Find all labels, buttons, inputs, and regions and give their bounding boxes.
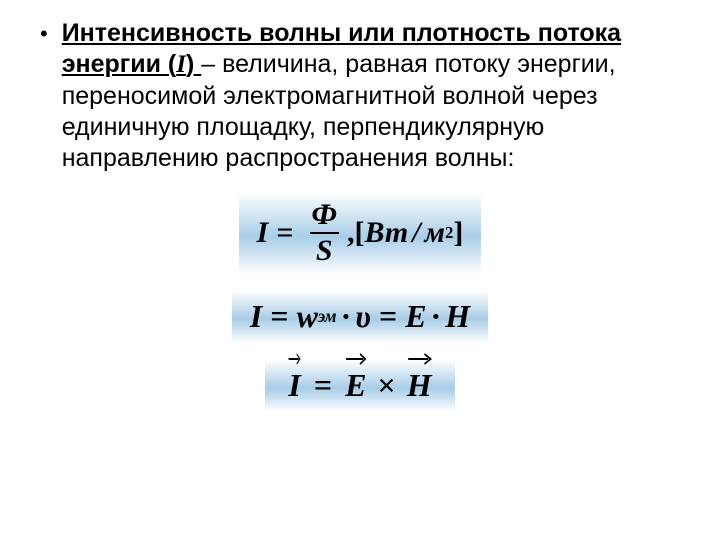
f1-unit-wt: Вт xyxy=(364,216,408,250)
f3-H: H xyxy=(407,367,432,403)
f3-times: × xyxy=(377,367,395,404)
arrow-icon xyxy=(288,353,300,365)
f2-H: H xyxy=(445,298,470,335)
f2-sub: эм xyxy=(318,306,337,327)
definition-text: Интенсивность волны или плотность потока… xyxy=(62,18,690,174)
arrow-icon xyxy=(407,353,432,365)
f3-vec-I: I xyxy=(288,367,300,404)
f1-comma: , xyxy=(347,216,355,250)
f1-lbracket: [ xyxy=(354,216,364,250)
f2-eq2: = xyxy=(379,298,397,335)
formula-3: I = E × H xyxy=(265,359,454,412)
term-symbol: I xyxy=(176,51,186,78)
f2-w: w xyxy=(297,298,318,335)
f1-slash: / xyxy=(412,216,420,250)
f1-sup: 2 xyxy=(445,223,453,243)
formulas-area: I = Ф S , [ Вт / м 2 ] I = w эм · υ = E … xyxy=(30,192,690,412)
f1-eq: = xyxy=(276,216,293,250)
f2-E: E xyxy=(405,298,426,335)
f2-eq1: = xyxy=(270,298,288,335)
arrow-icon xyxy=(345,353,366,365)
f1-fraction: Ф S xyxy=(305,200,343,266)
bullet-icon: • xyxy=(40,18,48,50)
formula-2: I = w эм · υ = E · H xyxy=(232,290,488,343)
f3-vec-H: H xyxy=(407,367,432,404)
f1-rbracket: ] xyxy=(453,216,463,250)
f3-I: I xyxy=(288,367,300,403)
f2-v: υ xyxy=(355,298,371,335)
f3-eq: = xyxy=(314,367,332,404)
f3-E: E xyxy=(345,367,366,403)
f3-vec-E: E xyxy=(345,367,366,404)
formula-1: I = Ф S , [ Вт / м 2 ] xyxy=(239,192,482,274)
f2-dot2: · xyxy=(431,298,442,335)
f1-unit-m: м xyxy=(425,216,446,250)
term-part2: ) xyxy=(186,50,201,78)
f1-den: S xyxy=(310,232,339,266)
slide: • Интенсивность волны или плотность пото… xyxy=(0,0,720,412)
f1-num: Ф xyxy=(305,200,343,232)
f1-I: I xyxy=(257,216,269,250)
f2-I: I xyxy=(250,298,262,335)
definition-block: • Интенсивность волны или плотность пото… xyxy=(30,18,690,174)
f2-dot1: · xyxy=(341,298,352,335)
